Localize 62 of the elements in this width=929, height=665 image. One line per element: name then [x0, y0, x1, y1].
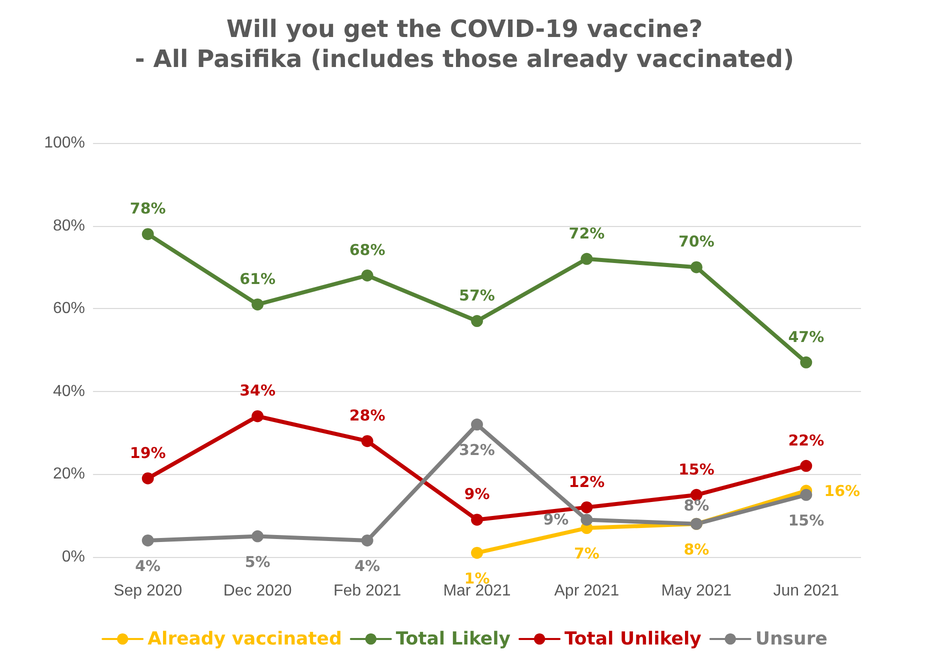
point [471, 418, 483, 431]
data-label: 8% [684, 496, 710, 514]
point [142, 472, 154, 484]
data-label: 15% [678, 460, 714, 478]
x-tick-label: Feb 2021 [333, 582, 402, 600]
point [471, 546, 483, 559]
data-label: 47% [788, 328, 824, 346]
x-tick-label: Sep 2020 [114, 582, 182, 600]
point [800, 460, 812, 472]
data-label: 12% [568, 472, 605, 491]
point [690, 261, 702, 274]
point [800, 488, 812, 501]
point [361, 534, 374, 546]
data-label: 7% [574, 544, 600, 563]
data-label: 4% [135, 556, 161, 575]
data-label: 70% [678, 232, 714, 251]
data-label: 16% [824, 482, 860, 500]
data-label: 34% [240, 382, 276, 400]
legend-label: Total Unlikely [564, 628, 702, 650]
x-tick-label: Apr 2021 [554, 582, 620, 600]
y-tick-label: 0% [62, 548, 85, 566]
data-label: 22% [788, 431, 824, 450]
y-tick-label: 100% [44, 134, 85, 152]
chart-subtitle: - All Pasifika (includes those already vaccinated) [134, 45, 794, 73]
data-label: 32% [459, 441, 495, 460]
data-label: 15% [788, 511, 824, 530]
y-tick-label: 20% [52, 466, 85, 483]
point [471, 514, 483, 526]
legend-label: Unsure [755, 628, 828, 650]
legend-label: Total Likely [396, 628, 511, 650]
y-tick-label: 80% [52, 217, 85, 234]
point [142, 228, 154, 240]
chart-title: Will you get the COVID-19 vaccine? [226, 15, 703, 43]
data-label: 78% [130, 200, 166, 218]
data-label: 4% [354, 556, 380, 575]
data-label: 8% [684, 540, 710, 558]
point [142, 534, 154, 546]
data-label: 57% [459, 286, 495, 305]
data-label: 5% [244, 552, 270, 571]
data-label: 61% [240, 270, 276, 288]
data-label: 28% [349, 406, 386, 425]
point [252, 530, 264, 542]
data-label: 9% [543, 510, 569, 529]
point [252, 298, 264, 310]
point [800, 356, 812, 368]
x-tick-label: Jun 2021 [773, 582, 840, 600]
data-label: 68% [349, 240, 386, 259]
data-label: 72% [568, 224, 605, 242]
y-tick-label: 40% [52, 382, 85, 400]
point [361, 269, 374, 282]
point [471, 315, 483, 328]
point [252, 410, 264, 422]
x-tick-label: Dec 2020 [223, 582, 292, 600]
data-label: 19% [130, 444, 166, 462]
data-label: 9% [464, 485, 490, 504]
point [580, 514, 593, 526]
y-tick-label: 60% [52, 300, 85, 318]
point [580, 501, 593, 514]
point [580, 252, 593, 265]
point [361, 435, 374, 448]
x-tick-label: May 2021 [661, 582, 732, 600]
legend-label: Already vaccinated [148, 628, 342, 650]
